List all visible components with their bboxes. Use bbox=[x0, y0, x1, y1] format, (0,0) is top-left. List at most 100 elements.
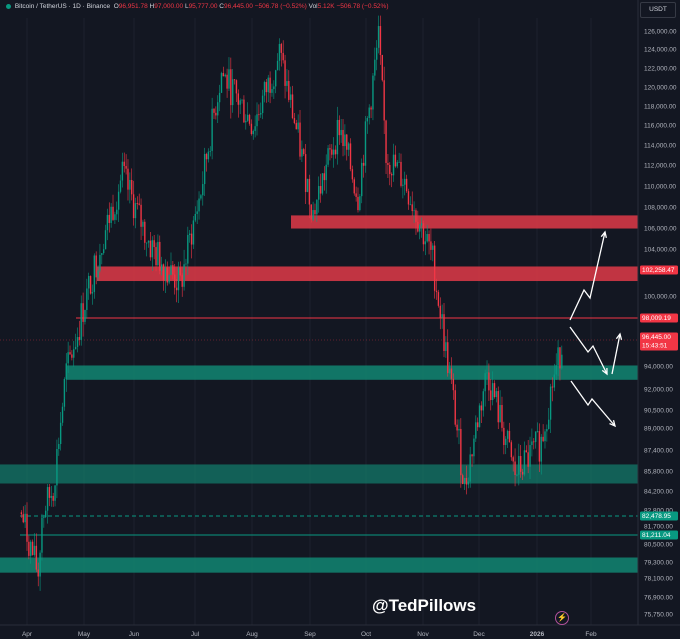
candle bbox=[54, 485, 56, 501]
candle bbox=[478, 405, 481, 428]
candle bbox=[304, 154, 307, 192]
candle bbox=[275, 70, 277, 87]
candle bbox=[99, 254, 101, 271]
candle bbox=[297, 122, 299, 130]
candle bbox=[534, 431, 537, 442]
close-label: C bbox=[219, 3, 224, 10]
candle bbox=[559, 347, 561, 369]
candle bbox=[213, 108, 215, 113]
candle bbox=[218, 92, 221, 103]
candle bbox=[452, 378, 455, 391]
candle bbox=[250, 123, 253, 135]
candle bbox=[200, 195, 202, 199]
candle bbox=[59, 422, 62, 445]
price-tick-label: 104,000.00 bbox=[644, 246, 677, 253]
candle bbox=[447, 342, 449, 373]
time-tick-label: Jul bbox=[191, 631, 200, 638]
candle bbox=[71, 354, 73, 358]
candle bbox=[271, 89, 273, 93]
candle bbox=[46, 487, 49, 511]
candle bbox=[260, 113, 262, 115]
candle bbox=[265, 82, 268, 93]
candle bbox=[248, 114, 251, 124]
candle bbox=[405, 178, 408, 192]
candle bbox=[24, 513, 26, 523]
candle bbox=[170, 265, 172, 275]
candle bbox=[151, 240, 153, 258]
demand-zone bbox=[66, 365, 638, 380]
candle bbox=[428, 234, 430, 242]
price-tick-label: 114,000.00 bbox=[644, 142, 676, 149]
candle bbox=[351, 169, 354, 180]
candle bbox=[374, 59, 376, 76]
candle bbox=[362, 162, 365, 166]
candle bbox=[392, 154, 395, 176]
arrow-head-icon bbox=[601, 367, 608, 376]
candle bbox=[420, 223, 423, 226]
candle bbox=[188, 233, 191, 235]
candle bbox=[116, 209, 118, 215]
candle bbox=[220, 73, 223, 93]
candle bbox=[20, 512, 23, 515]
candle bbox=[41, 517, 43, 553]
candle bbox=[101, 253, 103, 255]
time-tick-label: 2026 bbox=[530, 631, 545, 638]
candle bbox=[462, 475, 464, 484]
candle bbox=[95, 255, 97, 278]
candle bbox=[443, 314, 445, 352]
candle bbox=[162, 264, 165, 281]
price-badge-countdown: 15:43:51 bbox=[642, 343, 668, 350]
candle bbox=[557, 347, 559, 366]
candle bbox=[166, 267, 168, 283]
low-label: L bbox=[184, 3, 189, 10]
candle bbox=[437, 292, 440, 306]
candle bbox=[168, 274, 170, 283]
time-tick-label: Jun bbox=[129, 631, 140, 638]
candle bbox=[273, 86, 275, 90]
candle bbox=[153, 240, 155, 248]
candle bbox=[224, 74, 226, 77]
candle bbox=[37, 569, 39, 577]
candle bbox=[527, 452, 529, 467]
candle bbox=[546, 428, 548, 432]
price-badge-label: 102,258.47 bbox=[642, 267, 675, 274]
candle bbox=[97, 270, 99, 278]
candle bbox=[473, 438, 475, 457]
candle bbox=[245, 120, 247, 123]
candle bbox=[467, 481, 470, 485]
supply-zone bbox=[97, 266, 638, 282]
candle bbox=[553, 374, 556, 388]
candle bbox=[181, 275, 183, 287]
candle bbox=[488, 372, 490, 391]
price-tick-label: 87,400.00 bbox=[644, 447, 673, 454]
lightning-icon[interactable]: ⚡ bbox=[555, 611, 569, 625]
open-value: 96,951.78 bbox=[118, 3, 148, 10]
candle bbox=[471, 454, 473, 457]
price-tick-label: 89,000.00 bbox=[644, 425, 673, 432]
symbol-title[interactable]: Bitcoin / TetherUS · 1D · Binance bbox=[14, 3, 111, 10]
candle bbox=[482, 391, 484, 411]
candle bbox=[476, 422, 479, 428]
candle bbox=[407, 191, 410, 205]
candle bbox=[419, 225, 421, 232]
candle bbox=[316, 199, 318, 215]
price-tick-label: 116,000.00 bbox=[644, 122, 676, 129]
candle bbox=[67, 352, 69, 364]
candle bbox=[327, 148, 329, 165]
candle bbox=[74, 346, 77, 350]
candle bbox=[31, 541, 34, 555]
price-badge-label: 98,009.19 bbox=[642, 315, 671, 322]
candle bbox=[370, 107, 372, 110]
candle bbox=[160, 264, 163, 271]
price-badge bbox=[640, 332, 678, 351]
candle bbox=[469, 454, 471, 482]
currency-button[interactable]: USDT bbox=[640, 2, 676, 18]
price-badge bbox=[640, 265, 678, 275]
price-badge-label: 81,211.04 bbox=[642, 532, 671, 539]
candle bbox=[175, 287, 178, 291]
candle bbox=[39, 552, 41, 577]
candle bbox=[127, 168, 129, 190]
candle bbox=[149, 240, 152, 258]
candle bbox=[381, 54, 383, 81]
